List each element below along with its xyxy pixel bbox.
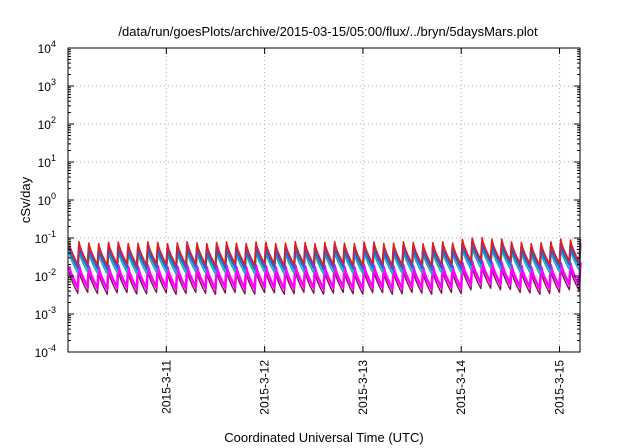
x-axis-ticks: 2015-3-11 2015-3-12 2015-3-13 2015-3-14 2015… [159,48,567,415]
y-tick-exponent: -4 [48,343,56,353]
x-axis-label: Coordinated Universal Time (UTC) [224,430,423,445]
y-tick-base: 10 [35,346,49,360]
x-tick-label: 2015-3-13 [356,360,370,415]
y-tick-exponent: -1 [48,229,56,239]
y-tick-base: 10 [35,270,49,284]
y-tick-exponent: -2 [48,267,56,277]
y-tick-label: 101 [38,153,56,170]
x-tick-label: 2015-3-12 [258,360,272,415]
y-tick-exponent: 3 [51,77,56,87]
y-tick-label: 10-3 [35,305,56,322]
y-tick-base: 10 [38,156,52,170]
y-axis-label: cSv/day [18,176,33,223]
y-tick-label: 10-1 [35,229,56,246]
series-line [68,236,582,267]
grid-lines [68,48,580,352]
y-tick-exponent: 4 [51,39,56,49]
y-tick-base: 10 [35,308,49,322]
y-tick-base: 10 [38,42,52,56]
chart-title: /data/run/goesPlots/archive/2015-03-15/0… [118,24,538,39]
y-tick-label: 103 [38,77,56,94]
y-tick-base: 10 [35,232,49,246]
y-tick-exponent: -3 [48,305,56,315]
y-tick-label: 10-4 [35,343,56,360]
x-tick-label: 2015-3-15 [553,360,567,415]
y-tick-base: 10 [38,194,52,208]
y-tick-label: 104 [38,39,56,56]
y-tick-exponent: 2 [51,115,56,125]
y-tick-exponent: 0 [51,191,56,201]
y-tick-base: 10 [38,80,52,94]
y-tick-label: 102 [38,115,56,132]
y-tick-base: 10 [38,118,52,132]
series-group [67,236,582,295]
y-tick-exponent: 1 [51,153,56,163]
y-tick-label: 10-2 [35,267,56,284]
x-tick-label: 2015-3-11 [159,360,173,414]
x-tick-label: 2015-3-14 [454,360,468,415]
y-tick-label: 100 [38,191,56,208]
